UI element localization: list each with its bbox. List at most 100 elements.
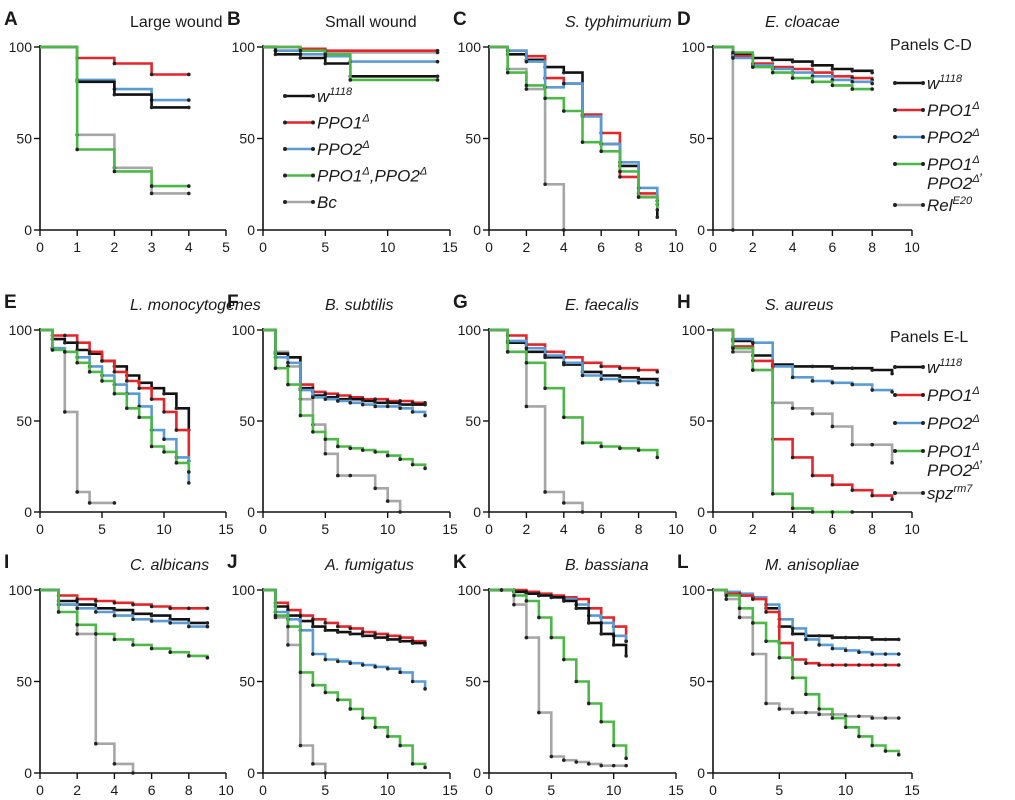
chart-j-point-w1118 <box>323 628 328 633</box>
chart-e-point-ppo1 <box>63 333 67 338</box>
chart-j: J A. fumigatus 0 50 100 0 5 10 15 <box>227 552 458 798</box>
chart-f-point-ppo12 <box>298 413 303 418</box>
chart-h-letter: H <box>677 292 691 313</box>
chart-g-letter: G <box>453 292 468 313</box>
chart-f-title: B. subtilis <box>325 297 393 314</box>
chart-i-point-ppo1 <box>149 604 154 609</box>
chart-f-point-ppo2 <box>286 360 290 365</box>
chart-i-point-control <box>75 632 79 636</box>
chart-l-point-control <box>857 714 861 719</box>
chart-g-point-ppo2 <box>580 373 585 378</box>
chart-f-ytick-label: 0 <box>247 504 255 520</box>
chart-g-point-ppo12 <box>543 386 547 391</box>
chart-i-point-ppo2 <box>149 619 154 623</box>
chart-b-point-ppo12 <box>435 78 440 82</box>
chart-a-xtick-label: 2 <box>111 239 119 255</box>
chart-j-point-ppo12 <box>298 670 303 675</box>
chart-c-xtick-label: 10 <box>668 239 684 255</box>
chart-i-point-ppo2 <box>187 624 191 629</box>
chart-e-point-ppo12 <box>149 444 154 449</box>
chart-h-point-control <box>870 442 874 447</box>
chart-e-letter: E <box>4 292 17 313</box>
chart-g-ytick-label: 100 <box>458 322 482 338</box>
chart-g-point-control <box>543 490 547 494</box>
chart-k-point-control <box>624 763 628 768</box>
chart-j-point-ppo12 <box>336 698 340 702</box>
chart-k-letter: K <box>453 552 467 573</box>
chart-h-point-ppo12 <box>751 368 755 372</box>
chart-f-point-ppo2 <box>336 399 340 403</box>
chart-k-point-w1118 <box>574 606 579 611</box>
chart-d-point-ppo12 <box>790 76 795 80</box>
chart-l-point-w1118 <box>857 635 861 640</box>
chart-d-point-ppo12 <box>770 70 775 75</box>
chart-j-point-ppo12 <box>311 683 315 687</box>
chart-l-point-ppo2 <box>857 650 861 655</box>
chart-d-point-ppo2 <box>731 56 735 60</box>
chart-l-point-w1118 <box>843 635 848 640</box>
chart-l-series-ppo12 <box>713 588 900 755</box>
chart-g-point-ppo2 <box>655 382 660 387</box>
chart-d-point-ppo12 <box>850 87 855 91</box>
chart-d-point-control <box>731 228 735 232</box>
chart-h-series-ppo2 <box>713 328 894 392</box>
legend-cd-swatch-dot <box>893 162 897 166</box>
chart-k-point-control <box>524 635 529 640</box>
chart-j-series-control <box>263 588 327 773</box>
chart-b-title: Small wound <box>325 14 417 31</box>
chart-i-series-w1118 <box>40 588 208 625</box>
chart-l-point-ppo2 <box>830 646 835 651</box>
chart-b-point-w1118 <box>298 56 303 60</box>
chart-l-point-ppo1 <box>751 597 755 601</box>
chart-l-xtick-label: 0 <box>709 782 717 798</box>
chart-b-letter: B <box>227 9 241 30</box>
chart-e-point-ppo12 <box>187 470 191 474</box>
chart-e-point-control <box>112 501 117 505</box>
chart-h-point-ppo12 <box>850 510 855 514</box>
chart-l-point-ppo12 <box>764 639 768 644</box>
chart-d-point-ppo12 <box>731 50 735 55</box>
chart-d-series-control <box>713 45 735 230</box>
chart-e-point-w1118 <box>63 340 67 345</box>
chart-f-point-ppo12 <box>323 437 328 442</box>
chart-d: D E. cloacae 0 50 100 0 2 4 6 8 10 <box>677 9 920 255</box>
chart-a-point-control <box>149 191 154 196</box>
chart-e-point-ppo1 <box>162 410 166 414</box>
chart-l-point-w1118 <box>817 633 821 638</box>
chart-h-point-ppo1 <box>850 488 855 492</box>
chart-d-point-w1118 <box>830 67 835 71</box>
legend-el-label-control: spzrm7 <box>927 483 973 503</box>
chart-k-ytick-label: 100 <box>458 582 482 598</box>
chart-c-point-ppo12 <box>543 96 547 101</box>
chart-j-point-w1118 <box>385 637 390 642</box>
chart-h-point-ppo2 <box>870 388 874 392</box>
chart-f-point-ppo12 <box>273 366 278 371</box>
chart-c-letter: C <box>453 9 467 30</box>
chart-e-point-ppo2 <box>187 481 191 485</box>
legend-el-label-ppo2: PPO2Δ <box>927 413 980 433</box>
chart-e-xtick-label: 0 <box>36 521 44 537</box>
chart-l-point-ppo12 <box>777 655 782 660</box>
chart-h-point-w1118 <box>870 368 874 372</box>
chart-b-point-ppo12 <box>348 78 353 82</box>
chart-c-series-ppo12 <box>489 45 659 210</box>
chart-j-xtick-label: 15 <box>442 782 458 798</box>
chart-l-xtick-label: 5 <box>775 782 783 798</box>
chart-l-point-ppo1 <box>764 610 768 614</box>
chart-e-point-ppo12 <box>125 406 129 411</box>
chart-j-point-ppo2 <box>398 670 402 675</box>
chart-a-ytick-label: 0 <box>24 222 32 238</box>
chart-i-point-ppo12 <box>149 646 154 651</box>
chart-f-xtick-label: 5 <box>321 521 329 537</box>
chart-f-point-ppo2 <box>410 410 415 414</box>
chart-b-point-w1118 <box>323 61 328 66</box>
chart-j-title: A. fumigatus <box>324 557 414 574</box>
chart-g-point-control <box>524 404 529 409</box>
chart-j-point-ppo2 <box>311 652 315 656</box>
chart-f-point-control <box>385 499 390 503</box>
chart-c-series-ppo2 <box>489 45 659 205</box>
chart-f-point-ppo2 <box>423 413 427 418</box>
legend-cd-heading: Panels C-D <box>890 37 972 54</box>
chart-d-series-ppo12 <box>713 45 873 91</box>
chart-c-point-w1118 <box>562 70 566 75</box>
